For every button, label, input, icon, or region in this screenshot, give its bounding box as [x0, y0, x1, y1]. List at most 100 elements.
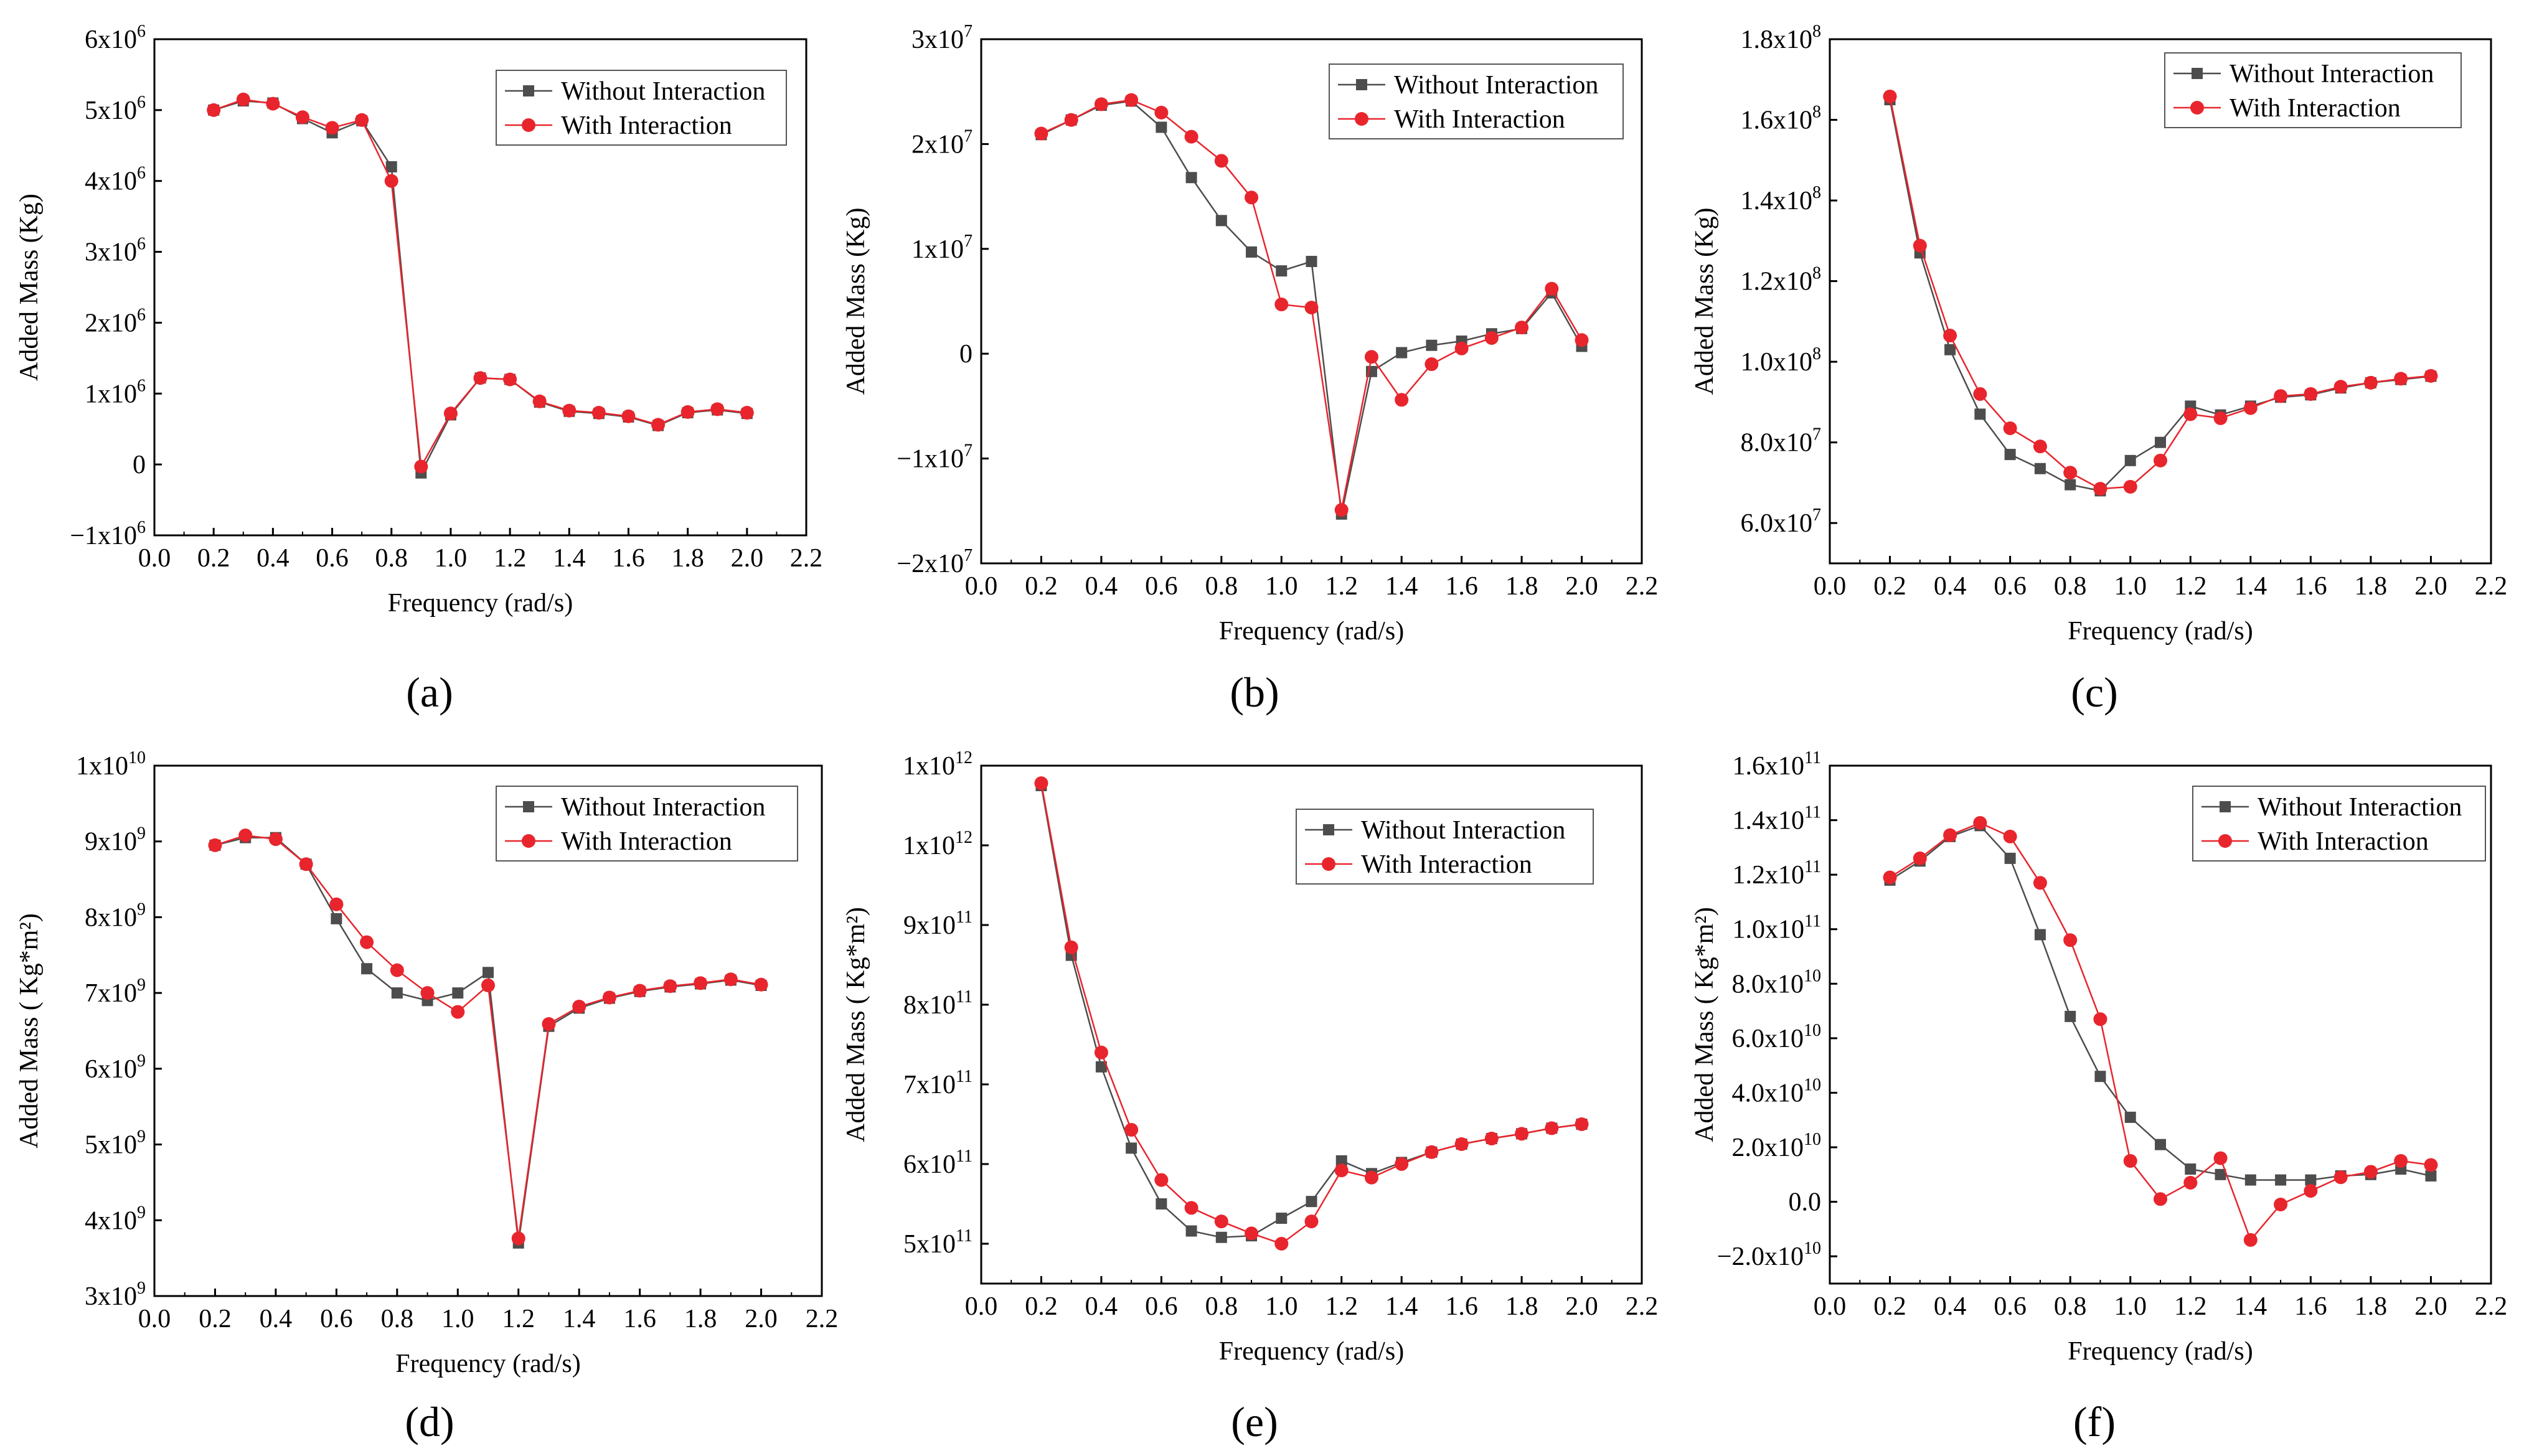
data-point-with — [1973, 387, 1987, 401]
y-tick-label: 1x106 — [85, 376, 146, 408]
y-tick-label: 6x106 — [85, 22, 146, 54]
x-tick-label: 1.0 — [2114, 572, 2147, 601]
x-tick-label: 0.8 — [1205, 572, 1238, 601]
y-tick-exponent: 8 — [1812, 183, 1821, 202]
y-tick-mantissa: 8x10 — [903, 991, 956, 1020]
x-tick-label: 1.8 — [1505, 1292, 1538, 1321]
legend-box — [2192, 786, 2486, 862]
y-tick-mantissa: 5x10 — [85, 1131, 137, 1160]
y-tick-exponent: 9 — [137, 824, 146, 843]
data-point-with — [451, 1005, 465, 1019]
legend-label-without: Without Interaction — [561, 77, 765, 106]
y-tick-mantissa: 1x10 — [76, 752, 128, 781]
y-tick-mantissa: 6x10 — [85, 1055, 137, 1084]
data-point-with — [1304, 1214, 1319, 1229]
data-point-with — [299, 857, 313, 871]
data-point-without — [331, 913, 342, 924]
x-tick-label: 0.4 — [1085, 1292, 1118, 1321]
data-point-with — [1515, 1127, 1529, 1141]
data-point-with — [1454, 341, 1469, 355]
y-tick-label: 1.2x108 — [1741, 264, 1822, 296]
chart-panel-2: 0.0 0.2 0.4 0.6 0.8 1.0 1.2 1.4 1.6 1.8 2.0 2.2 6.0x… — [1690, 22, 2507, 716]
data-point-with — [2093, 1012, 2107, 1026]
y-tick-label: 3x109 — [85, 1279, 146, 1311]
data-point-without — [1126, 1142, 1137, 1154]
data-point-without — [1095, 1061, 1107, 1073]
y-tick-mantissa: 7x10 — [85, 979, 137, 1008]
y-tick-mantissa: 2.0x10 — [1732, 1134, 1804, 1162]
y-tick-mantissa: 5x10 — [85, 96, 137, 125]
data-point-with — [1094, 97, 1108, 111]
data-point-with — [1334, 1163, 1349, 1178]
y-tick-exponent: 9 — [137, 1051, 146, 1071]
y-tick-mantissa: −1x10 — [897, 445, 964, 474]
data-point-with — [2424, 1158, 2438, 1172]
x-tick-label: 1.4 — [563, 1305, 596, 1333]
legend-box — [1329, 63, 1624, 139]
legend: Without Interaction With Interaction — [1296, 809, 1594, 885]
y-tick-label: 4.0x1010 — [1732, 1075, 1822, 1107]
data-point-with — [2183, 1175, 2198, 1190]
data-point-with — [2183, 407, 2198, 421]
x-tick-label: 0.8 — [375, 544, 408, 573]
data-point-without — [1215, 215, 1227, 227]
y-tick-exponent: 9 — [137, 1203, 146, 1222]
x-tick-label: 0.4 — [1934, 1292, 1967, 1321]
data-point-with — [1154, 1173, 1169, 1187]
data-point-with — [1575, 1117, 1589, 1131]
y-tick-exponent: 11 — [1804, 857, 1821, 876]
x-tick-label: 0.0 — [138, 1305, 171, 1333]
data-point-with — [1154, 105, 1169, 120]
data-point-with — [1575, 333, 1589, 347]
y-tick-mantissa: 1.2x10 — [1741, 268, 1813, 296]
x-axis-label: Frequency (rad/s) — [2068, 1337, 2253, 1366]
data-point-without — [2124, 454, 2136, 466]
x-axis-label: Frequency (rad/s) — [2068, 617, 2253, 646]
data-point-with — [572, 1000, 586, 1014]
y-tick-label: 1.0x108 — [1741, 344, 1822, 377]
data-point-with — [663, 979, 677, 993]
data-point-with — [1214, 154, 1228, 168]
data-point-with — [208, 838, 222, 852]
data-point-with — [1424, 1145, 1439, 1159]
legend: Without Interaction With Interaction — [496, 786, 798, 862]
y-axis-label: Added Mass ( Kg*m²) — [15, 913, 44, 1148]
y-axis-label: Added Mass ( Kg*m²) — [1690, 907, 1719, 1142]
data-point-with — [1245, 1226, 1259, 1241]
data-point-with — [473, 371, 487, 385]
y-tick-label: 9x109 — [85, 824, 146, 857]
x-tick-label: 2.0 — [731, 544, 764, 573]
data-point-with — [651, 418, 666, 432]
legend-label-with: With Interaction — [1394, 105, 1565, 134]
x-tick-label: 2.2 — [2475, 572, 2508, 601]
data-point-with — [1545, 281, 1559, 296]
x-tick-label: 0.6 — [316, 544, 349, 573]
chart-panel-5: 0.0 0.2 0.4 0.6 0.8 1.0 1.2 1.4 1.6 1.8 2.0 2.2 −2.0… — [1690, 748, 2507, 1445]
x-tick-label: 2.2 — [806, 1305, 839, 1333]
x-axis-label: Frequency (rad/s) — [1219, 617, 1404, 646]
y-tick-mantissa: 6x10 — [85, 26, 137, 54]
y-tick-mantissa: 1.6x10 — [1733, 752, 1805, 781]
x-tick-label: 0.2 — [1873, 1292, 1906, 1321]
data-point-without — [361, 963, 373, 975]
data-point-without — [2244, 1174, 2256, 1186]
data-point-with — [1454, 1137, 1469, 1151]
y-tick-exponent: 6 — [137, 235, 146, 254]
y-tick-mantissa: 3x10 — [911, 26, 964, 54]
y-tick-label: 2x107 — [911, 126, 972, 159]
data-point-with — [2363, 375, 2378, 390]
data-point-with — [1484, 1132, 1499, 1146]
x-tick-label: 0.0 — [138, 544, 171, 573]
y-tick-label: 1.4x108 — [1741, 183, 1822, 215]
data-point-without — [1276, 1213, 1288, 1224]
data-point-with — [633, 984, 647, 998]
data-point-with — [236, 92, 250, 106]
y-tick-label: 6x109 — [85, 1051, 146, 1084]
y-tick-label: 0 — [959, 340, 972, 369]
data-point-with — [532, 394, 547, 408]
y-tick-exponent: 6 — [137, 518, 146, 537]
data-point-with — [1184, 129, 1198, 144]
x-tick-label: 1.4 — [553, 544, 586, 573]
y-tick-label: 6.0x1010 — [1732, 1021, 1822, 1053]
